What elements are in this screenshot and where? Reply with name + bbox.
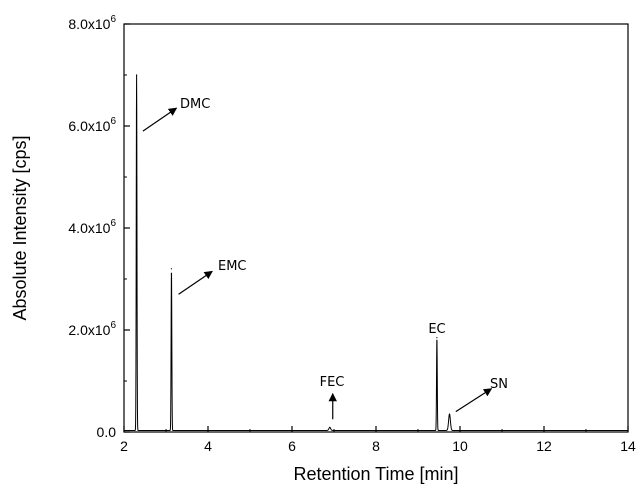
x-axis-title: Retention Time [min] (293, 464, 458, 484)
y-tick-label-exponent: 6 (110, 320, 116, 331)
peak-point-emc (170, 268, 173, 270)
y-tick-label: 6.0x106 (68, 116, 116, 134)
peak-point-sn (448, 413, 451, 415)
annotation-label-dmc: DMC (180, 97, 210, 112)
annotation-label-ec: EC (428, 322, 445, 337)
y-tick-label-base: 0.0 (97, 424, 117, 440)
y-tick-label-exponent: 6 (110, 14, 116, 25)
y-tick-label-base: 8.0x10 (68, 16, 110, 32)
peak-point-fec (329, 426, 331, 429)
y-tick-label: 8.0x106 (68, 14, 116, 32)
y-axis-title: Absolute Intensity [cps] (10, 135, 30, 320)
annotation-label-fec: FEC (320, 375, 345, 390)
annotation-arrow-sn (455, 388, 493, 413)
y-tick-label: 4.0x106 (68, 218, 116, 236)
y-tick-label: 0.0 (97, 424, 117, 440)
x-tick-label: 8 (372, 438, 380, 454)
x-tick-label: 12 (536, 438, 552, 454)
y-tick-label-base: 4.0x10 (68, 220, 110, 236)
chromatogram-trace (124, 74, 628, 431)
y-tick-label: 2.0x106 (68, 320, 116, 338)
x-tick-label: 2 (120, 438, 128, 454)
x-tick-label: 10 (452, 438, 468, 454)
annotation-arrow-emc (178, 270, 213, 295)
plot-frame (123, 23, 629, 433)
y-tick-label-exponent: 6 (110, 218, 116, 229)
annotation-label-emc: EMC (218, 259, 247, 274)
y-tick-label-base: 2.0x10 (68, 322, 110, 338)
y-tick-label-exponent: 6 (110, 116, 116, 127)
x-tick-label: 4 (204, 438, 212, 454)
annotation-label-sn: SN (490, 377, 508, 392)
peak-point-dmc (136, 74, 138, 76)
annotation-arrow-dmc (142, 107, 178, 132)
x-tick-label: 14 (620, 438, 636, 454)
y-tick-label-base: 6.0x10 (68, 118, 110, 134)
x-tick-label: 6 (288, 438, 296, 454)
peak-point-ec (436, 337, 438, 339)
